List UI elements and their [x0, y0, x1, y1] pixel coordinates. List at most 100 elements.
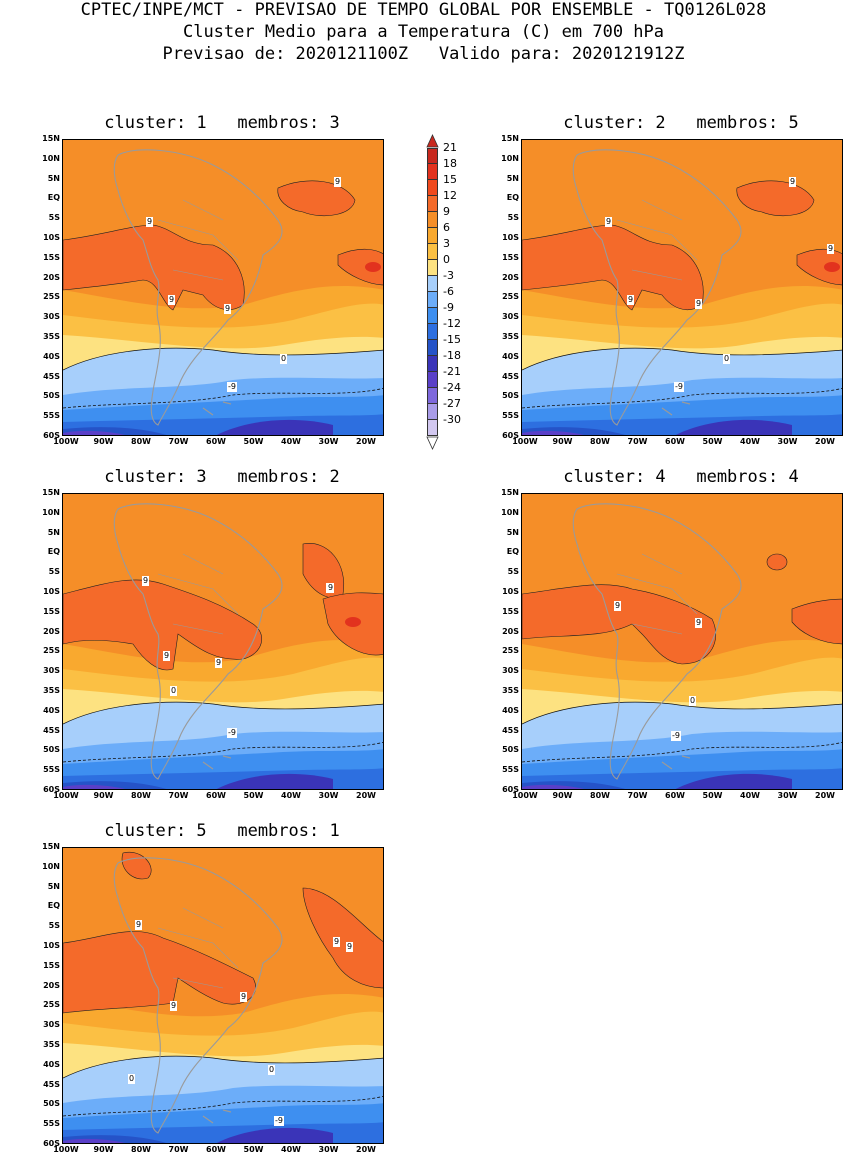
colorbar-label: -27 [443, 397, 461, 410]
lon-tick-label: 60W [206, 1145, 226, 1154]
lat-tick-label: 30S [502, 312, 519, 322]
lat-tick-label: 15S [502, 606, 519, 616]
falklands [202, 1109, 232, 1124]
lat-tick-label: 15N [42, 488, 60, 497]
lat-tick-label: 25S [502, 646, 519, 656]
lon-tick-label: 50W [243, 791, 264, 800]
map-panel [521, 493, 843, 790]
lon-tick-label: 30W [777, 791, 798, 800]
lat-tick-label: 25S [43, 646, 60, 656]
colorbar-label: 12 [443, 189, 457, 202]
lat-tick-label: 5N [47, 173, 60, 183]
contour-label: 0 [128, 1074, 136, 1084]
lat-tick-label: 45S [43, 1079, 60, 1089]
lat-tick-label: 30S [43, 1020, 60, 1030]
lat-tick-label: 15N [501, 488, 519, 497]
colorbar-label: -24 [443, 381, 461, 394]
lon-tick-label: 80W [590, 437, 610, 446]
falklands [202, 755, 232, 770]
contour-label: 9 [224, 304, 232, 314]
contour-label: 9 [605, 217, 613, 227]
lat-tick-label: EQ [47, 193, 60, 203]
lat-tick-label: 25S [43, 1000, 60, 1010]
field-hotter [345, 617, 361, 627]
panel-title: cluster: 5 membros: 1 [104, 821, 340, 841]
colorbar-top-arrow [426, 134, 439, 148]
borders [157, 553, 239, 635]
lon-tick-label: 80W [590, 791, 610, 800]
field-hot [791, 598, 842, 645]
colorbar-swatch [427, 276, 438, 292]
field-hot [522, 584, 717, 665]
borders [616, 553, 698, 635]
lat-tick-label: 10N [42, 861, 60, 871]
contour-label: 9 [327, 583, 335, 593]
lat-tick-label: 35S [43, 1040, 60, 1049]
lon-tick-label: 40W [281, 437, 301, 446]
lon-tick-label: 20W [356, 791, 376, 800]
field-hotter [824, 262, 840, 272]
lat-tick-label: 40S [43, 351, 60, 361]
borders [157, 907, 239, 989]
lat-tick-label: 55S [502, 411, 519, 421]
colorbar-label: 15 [443, 173, 457, 186]
lon-tick-label: 60W [665, 791, 685, 800]
colorbar-label: 9 [443, 205, 450, 218]
contour-minus9 [63, 1095, 383, 1117]
contour-label: 9 [215, 658, 223, 668]
contour-label: 9 [334, 177, 342, 187]
lat-tick-label: 10S [43, 233, 60, 242]
contour-minus9 [522, 741, 842, 763]
lat-tick-label: 60S [502, 431, 519, 440]
contour-label: 0 [280, 354, 288, 364]
field-hot [796, 248, 842, 286]
lon-tick-label: 50W [243, 437, 264, 446]
lat-tick-label: 35S [502, 686, 519, 695]
lon-tick-label: 40W [740, 791, 760, 800]
lon-tick-label: 30W [318, 437, 339, 446]
colorbar-swatch [427, 308, 438, 324]
field-cold [216, 1127, 333, 1143]
colorbar-swatch [427, 180, 438, 196]
header-line-1: CPTEC/INPE/MCT - PREVISAO DE TEMPO GLOBA… [80, 0, 767, 20]
lat-tick-label: 35S [43, 332, 60, 341]
contour-zero [522, 347, 842, 371]
lat-tick-label: 50S [43, 1099, 60, 1109]
contour-label: -9 [227, 728, 237, 738]
lat-tick-label: 5S [507, 213, 519, 223]
lon-tick-label: 90W [552, 437, 573, 446]
field-cold [522, 430, 585, 435]
lat-tick-label: 20S [502, 626, 519, 636]
field-cold [63, 1138, 126, 1143]
lat-tick-label: 60S [43, 785, 60, 794]
contour-label: 0 [723, 354, 731, 364]
lon-tick-label: 80W [131, 1145, 151, 1154]
lat-tick-label: 20S [43, 980, 60, 990]
lat-tick-label: 10S [43, 587, 60, 596]
lat-tick-label: 45S [502, 725, 519, 735]
lon-tick-label: 60W [206, 791, 226, 800]
contour-label: -9 [227, 382, 237, 392]
falklands [661, 755, 691, 770]
lat-tick-label: 30S [43, 666, 60, 676]
field-cold [216, 419, 333, 435]
lat-tick-label: 15N [501, 134, 519, 143]
lon-tick-label: 20W [815, 791, 835, 800]
colorbar-label: 21 [443, 141, 457, 154]
map-panel [62, 139, 384, 436]
lon-tick-label: 100W [53, 791, 79, 800]
contour-label: 0 [170, 686, 178, 696]
lat-tick-label: 55S [43, 411, 60, 421]
lon-tick-label: 20W [356, 1145, 376, 1154]
contour-label: 9 [240, 992, 248, 1002]
colorbar-label: 0 [443, 253, 450, 266]
lat-tick-label: 5N [506, 173, 519, 183]
lat-tick-label: 5N [506, 527, 519, 537]
lat-tick-label: 30S [502, 666, 519, 676]
lat-tick-label: 50S [43, 391, 60, 401]
lat-tick-label: 55S [43, 1119, 60, 1129]
lon-tick-label: 70W [627, 437, 648, 446]
lat-tick-label: EQ [47, 901, 60, 911]
contour-label: 9 [827, 244, 835, 254]
contour-zero [63, 701, 383, 725]
